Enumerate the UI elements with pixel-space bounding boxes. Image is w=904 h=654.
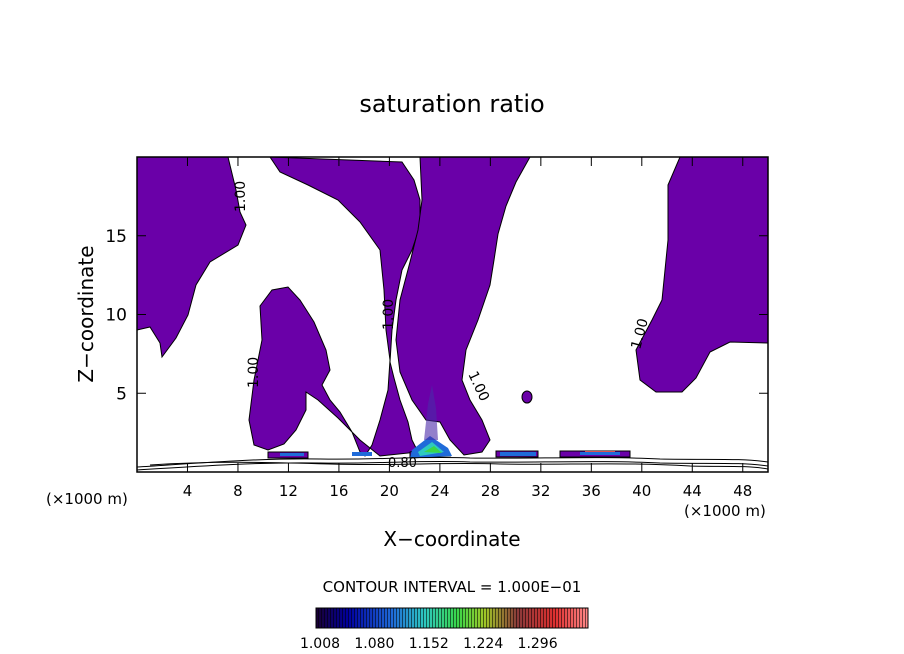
x-tick-label: 24 (430, 482, 449, 500)
y-tick-label: 5 (116, 384, 127, 404)
contour-label-5: 1.00 (628, 317, 652, 351)
x-tick-label: 36 (582, 482, 601, 500)
colorbar-label: 1.008 (300, 636, 340, 652)
surface-line-3 (149, 461, 768, 470)
colorbar-labels: 1.008 1.080 1.152 1.224 1.296 (300, 636, 558, 652)
colorbar-label: 1.296 (518, 636, 558, 652)
fill-region-far-right (635, 157, 768, 393)
cell-plume (424, 385, 438, 440)
x-units-right: (×1000 m) (684, 502, 766, 520)
contour-labels: 1.00 1.00 1.00 1.00 1.00 0.80 (233, 181, 652, 471)
contour-high-values (280, 385, 620, 458)
contour-fills (137, 157, 768, 459)
surface-line-2 (137, 456, 768, 468)
x-tick-label: 40 (632, 482, 651, 500)
x-tick-label: 28 (481, 482, 500, 500)
x-units-left: (×1000 m) (46, 490, 128, 508)
y-axis-label: Z−coordinate (74, 245, 98, 382)
fill-region-right-column (395, 157, 531, 456)
x-axis-label: X−coordinate (383, 527, 520, 551)
cell-18 (352, 452, 372, 456)
contour-label-2: 1.00 (381, 299, 397, 330)
x-tick-label: 44 (683, 482, 702, 500)
fill-blob-30 (521, 390, 533, 404)
colorbar-label: 1.152 (409, 636, 449, 652)
x-tick-label: 20 (380, 482, 399, 500)
colorbar-stripes (316, 608, 588, 628)
cell-12 (280, 453, 304, 456)
y-axis: 5 10 15 (105, 227, 768, 404)
contour-label-3: 1.00 (246, 357, 262, 388)
contour-label-1: 1.00 (233, 181, 249, 212)
cell-36b (585, 451, 615, 452)
x-axis: 4 8 12 16 20 24 28 32 36 40 44 48 (183, 157, 752, 500)
fill-region-left (137, 157, 247, 359)
x-tick-label: 12 (279, 482, 298, 500)
contour-label-6: 0.80 (388, 456, 417, 471)
x-tick-label: 8 (233, 482, 243, 500)
fill-region-center (248, 157, 421, 457)
surface-contours (137, 456, 768, 471)
contour-interval: CONTOUR INTERVAL = 1.000E−01 (323, 578, 582, 596)
chart-title: saturation ratio (359, 90, 544, 118)
cell-36 (580, 452, 620, 455)
cell-green (424, 446, 442, 453)
colorbar-label: 1.224 (463, 636, 503, 652)
y-tick-label: 15 (105, 227, 127, 247)
cell-28 (500, 452, 536, 456)
surface-line-1 (137, 460, 768, 471)
x-tick-label: 32 (531, 482, 550, 500)
colorbar-label: 1.080 (354, 636, 394, 652)
y-tick-label: 10 (105, 306, 127, 326)
x-tick-label: 16 (329, 482, 348, 500)
x-tick-label: 48 (733, 482, 752, 500)
x-tick-label: 4 (183, 482, 193, 500)
